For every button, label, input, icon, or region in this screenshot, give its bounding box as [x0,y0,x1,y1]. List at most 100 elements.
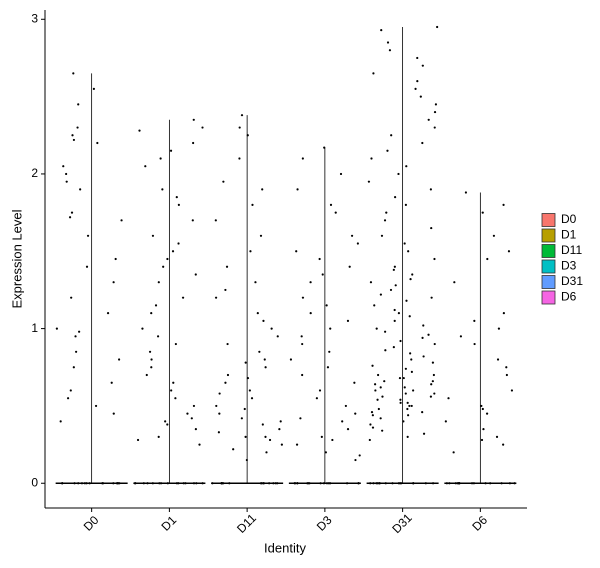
point [156,335,160,338]
x-tick-label: D6 [469,513,490,534]
legend-swatch [541,290,556,305]
point [421,64,424,67]
point [112,482,115,485]
point [226,342,229,346]
point [324,451,327,454]
point [218,412,221,415]
point [424,482,427,485]
point [217,431,220,434]
point [76,126,79,129]
point [320,435,323,438]
point [406,401,409,404]
x-tick-label: D3 [314,513,335,534]
point [459,335,463,338]
point [485,412,489,415]
point [403,386,406,389]
point [141,327,144,330]
point [192,404,196,408]
point [96,141,99,145]
point [325,482,329,485]
point [300,335,303,338]
point [276,482,279,485]
point [394,196,397,199]
point [318,389,322,392]
point [374,389,377,392]
point [393,319,396,322]
point [101,482,104,485]
point [191,219,194,222]
point [224,288,227,292]
point [226,373,230,377]
point [480,438,484,442]
y-axis-title: Expression Level [9,209,24,308]
point [70,211,74,214]
point [507,250,511,253]
point [308,482,311,485]
point [150,366,153,369]
point [353,381,356,384]
point [157,281,160,284]
point [262,319,265,322]
point [272,482,275,485]
point [368,438,371,442]
point [134,482,137,485]
point [146,482,149,485]
point [388,49,392,52]
point [412,389,415,392]
point [433,126,436,129]
point [238,157,241,160]
point [262,482,266,485]
legend-label: D3 [561,259,577,273]
point [157,435,160,438]
point [397,172,400,176]
point [404,367,407,370]
point [259,234,263,237]
point [318,257,321,261]
point [94,404,98,408]
point [222,180,225,183]
point [194,273,197,276]
point [85,265,89,268]
point [408,404,411,408]
point [329,203,333,206]
point [497,327,501,330]
point [70,296,73,299]
point [502,312,505,315]
point [220,482,223,485]
point [198,443,201,446]
point [159,482,163,485]
point [430,296,433,299]
point [367,180,371,183]
point [419,95,422,98]
point [358,454,361,457]
point [481,407,484,411]
x-tick-label: D0 [81,513,102,534]
point [244,435,247,438]
point [114,257,117,261]
point [184,482,187,485]
point [62,165,65,168]
point [354,458,357,462]
point [409,278,412,281]
point [375,327,378,330]
point [315,397,318,400]
point [245,458,248,462]
legend-swatch [541,228,556,243]
point [369,423,372,426]
point [296,188,299,191]
point [445,482,448,485]
point [194,428,197,431]
point [372,482,375,485]
point [170,389,173,392]
point [328,350,331,353]
point [190,417,193,420]
point [161,188,164,191]
point [393,265,396,268]
point [232,448,235,451]
point [325,304,328,307]
point [68,216,72,219]
point [301,373,304,377]
point [309,312,312,315]
point [150,312,153,315]
point [322,482,326,485]
